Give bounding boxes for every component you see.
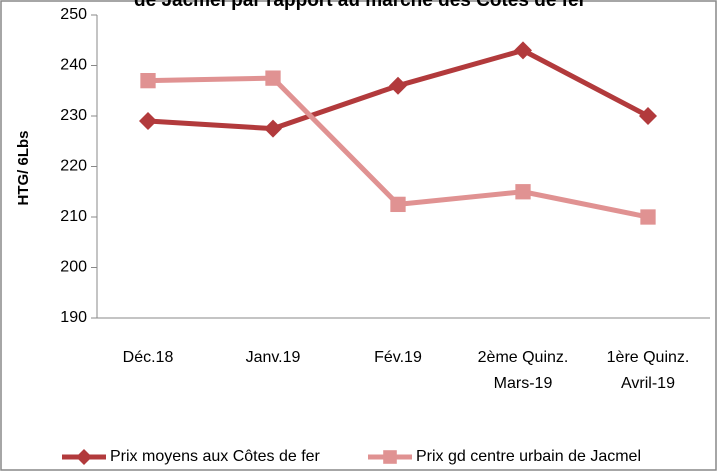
data-point (265, 70, 281, 86)
y-tick-label: 200 (60, 259, 87, 276)
data-point (640, 209, 656, 225)
x-tick-label: Janv.19 (245, 349, 301, 366)
x-tick-label: Fév.19 (374, 349, 422, 366)
x-tick-label: Déc.18 (122, 349, 174, 366)
y-axis-label: HTG/ 6Lbs (15, 130, 32, 205)
y-tick-label: 240 (60, 57, 87, 74)
legend-marker (383, 450, 397, 464)
x-tick-label: 2ème Quinz. Mars-19 (477, 349, 569, 392)
legend-marker (76, 449, 92, 465)
series-line (147, 75, 649, 220)
chart-title: de Jacmel par rapport au marché des Côte… (134, 0, 587, 11)
y-tick-label: 190 (60, 309, 87, 326)
data-point (389, 76, 407, 95)
data-point (140, 73, 156, 89)
data-point (264, 119, 282, 138)
y-tick-label: 230 (60, 107, 87, 124)
data-point (515, 184, 531, 200)
x-tick-label: 1ère Quinz. Avril-19 (606, 349, 690, 392)
legend-label: Prix gd centre urbain de Jacmel (416, 448, 641, 465)
y-tick-label: 210 (60, 208, 87, 225)
data-point (639, 107, 657, 125)
y-tick-label: 250 (60, 6, 87, 23)
y-tick-label: 220 (60, 158, 87, 175)
data-point (139, 112, 157, 131)
data-point (390, 196, 406, 213)
legend-label: Prix moyens aux Côtes de fer (110, 448, 321, 465)
data-point (514, 41, 532, 60)
